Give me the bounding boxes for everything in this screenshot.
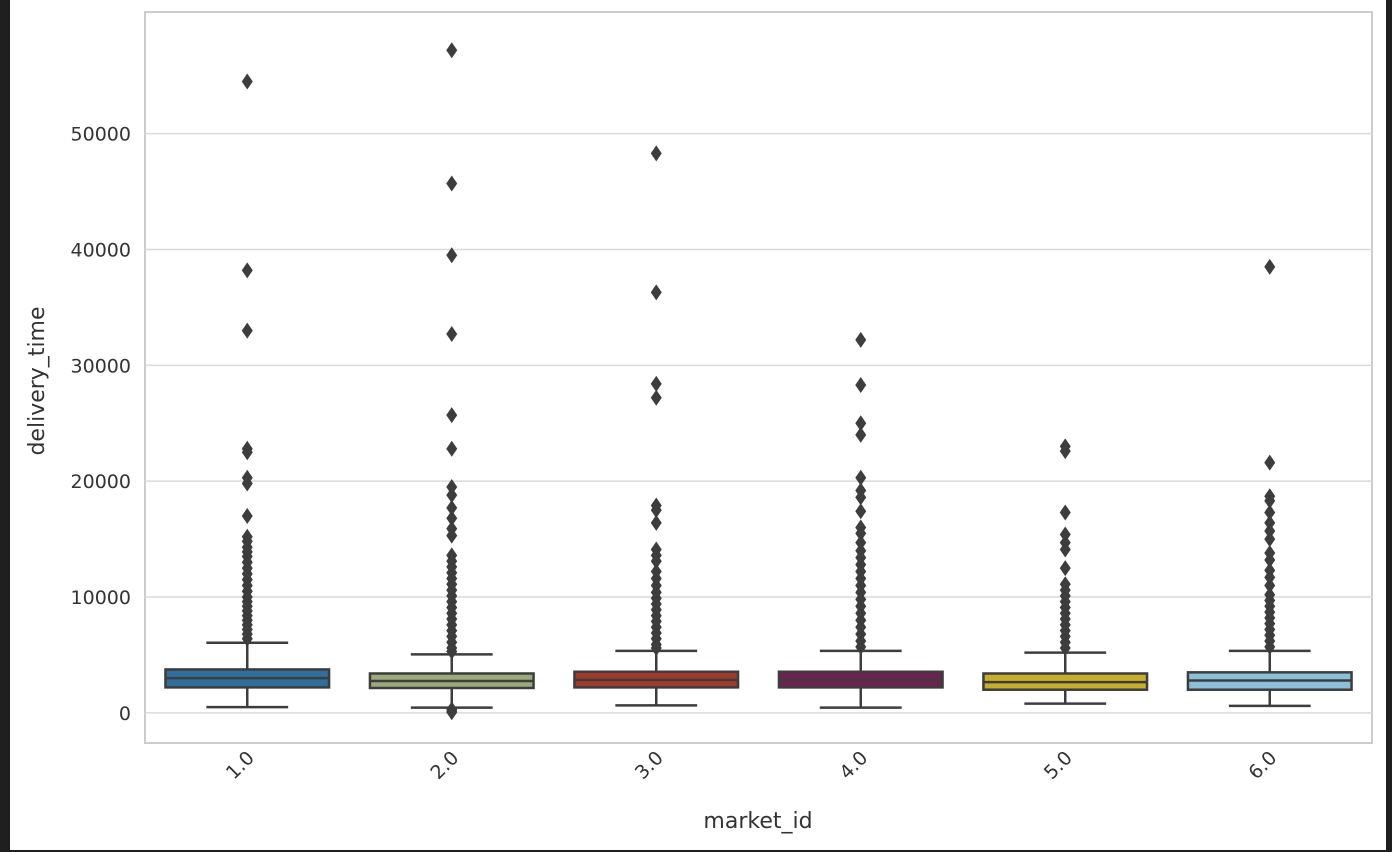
x-tick-label: 2.0 (426, 747, 463, 784)
outlier-point (1059, 640, 1071, 657)
outlier-point (1059, 560, 1071, 577)
outlier-point (855, 469, 867, 486)
box-3.0 (573, 145, 740, 707)
outlier-point (241, 262, 253, 279)
x-tick-labels: 1.0 2.0 3.0 4.0 5.0 6.0 (222, 747, 1281, 784)
outlier-point (241, 630, 253, 647)
outlier-point (855, 503, 867, 520)
outliers (446, 42, 458, 721)
box-4.0 (777, 331, 944, 709)
outlier-point (855, 638, 867, 655)
x-tick-label: 4.0 (835, 747, 872, 784)
boxes (164, 42, 1353, 721)
outlier-point (446, 175, 458, 192)
outlier-point (446, 527, 458, 544)
outlier-point (1264, 577, 1276, 594)
outlier-point (855, 534, 867, 551)
x-tick-label: 5.0 (1040, 747, 1077, 784)
outlier-point (1264, 551, 1276, 568)
outlier-point (1059, 541, 1071, 558)
outlier-point (241, 444, 253, 461)
x-tick-label: 3.0 (631, 747, 668, 784)
chart-figure: 0 10000 20000 30000 40000 50000 1.0 2.0 3.0 4.0 5… (10, 0, 1386, 850)
outlier-point (1059, 443, 1071, 460)
outlier-point (446, 704, 458, 721)
outliers (241, 73, 253, 647)
box-5.0 (982, 438, 1149, 705)
outlier-point (1264, 258, 1276, 275)
x-tick-label: 1.0 (222, 747, 259, 784)
outlier-point (1264, 569, 1276, 586)
outlier-point (1059, 526, 1071, 543)
x-axis-label: market_id (703, 809, 812, 834)
outlier-point (446, 499, 458, 516)
outlier-point (1264, 492, 1276, 509)
outlier-point (1264, 504, 1276, 521)
outlier-point (1264, 531, 1276, 548)
x-tick-label: 6.0 (1244, 747, 1281, 784)
outlier-point (650, 514, 662, 531)
outliers (650, 145, 662, 657)
outlier-point (446, 326, 458, 343)
outlier-point (241, 322, 253, 339)
y-tick-label: 20000 (71, 471, 131, 493)
outlier-point (241, 507, 253, 524)
outlier-point (650, 284, 662, 301)
outlier-point (241, 475, 253, 492)
outlier-point (855, 331, 867, 348)
outlier-point (855, 489, 867, 506)
box-1.0 (164, 73, 331, 709)
y-tick-label: 30000 (71, 355, 131, 377)
outlier-point (446, 478, 458, 495)
plot-area (144, 11, 1373, 744)
outlier-point (855, 525, 867, 542)
outlier-point (1264, 454, 1276, 471)
outlier-point (241, 73, 253, 90)
outlier-point (650, 502, 662, 519)
y-tick-label: 50000 (71, 124, 131, 146)
outlier-point (650, 640, 662, 657)
outlier-point (650, 389, 662, 406)
y-tick-label: 0 (119, 703, 131, 725)
outlier-point (855, 415, 867, 432)
outlier-point (446, 407, 458, 424)
outlier-point (1059, 504, 1071, 521)
grid-lines (145, 132, 1372, 714)
outlier-point (1264, 514, 1276, 531)
outlier-point (446, 42, 458, 59)
box-2.0 (368, 42, 535, 721)
box-6.0 (1186, 258, 1353, 708)
box-plot: 0 10000 20000 30000 40000 50000 1.0 2.0 3.0 4.0 5… (25, 11, 1373, 834)
outlier-point (650, 375, 662, 392)
outliers (1059, 438, 1071, 657)
outlier-point (446, 643, 458, 660)
outlier-point (446, 510, 458, 527)
outlier-point (446, 487, 458, 504)
y-tick-label: 40000 (71, 239, 131, 261)
outlier-point (855, 426, 867, 443)
outlier-point (650, 145, 662, 162)
y-tick-labels: 0 10000 20000 30000 40000 50000 (71, 124, 131, 725)
outlier-point (1264, 638, 1276, 655)
outliers (855, 331, 867, 655)
outlier-point (650, 553, 662, 570)
outlier-point (855, 377, 867, 394)
y-axis-label: delivery_time (25, 306, 50, 455)
outliers (1264, 258, 1276, 655)
outlier-point (446, 247, 458, 264)
outlier-point (446, 440, 458, 457)
outlier-point (1264, 522, 1276, 539)
y-tick-label: 10000 (71, 587, 131, 609)
